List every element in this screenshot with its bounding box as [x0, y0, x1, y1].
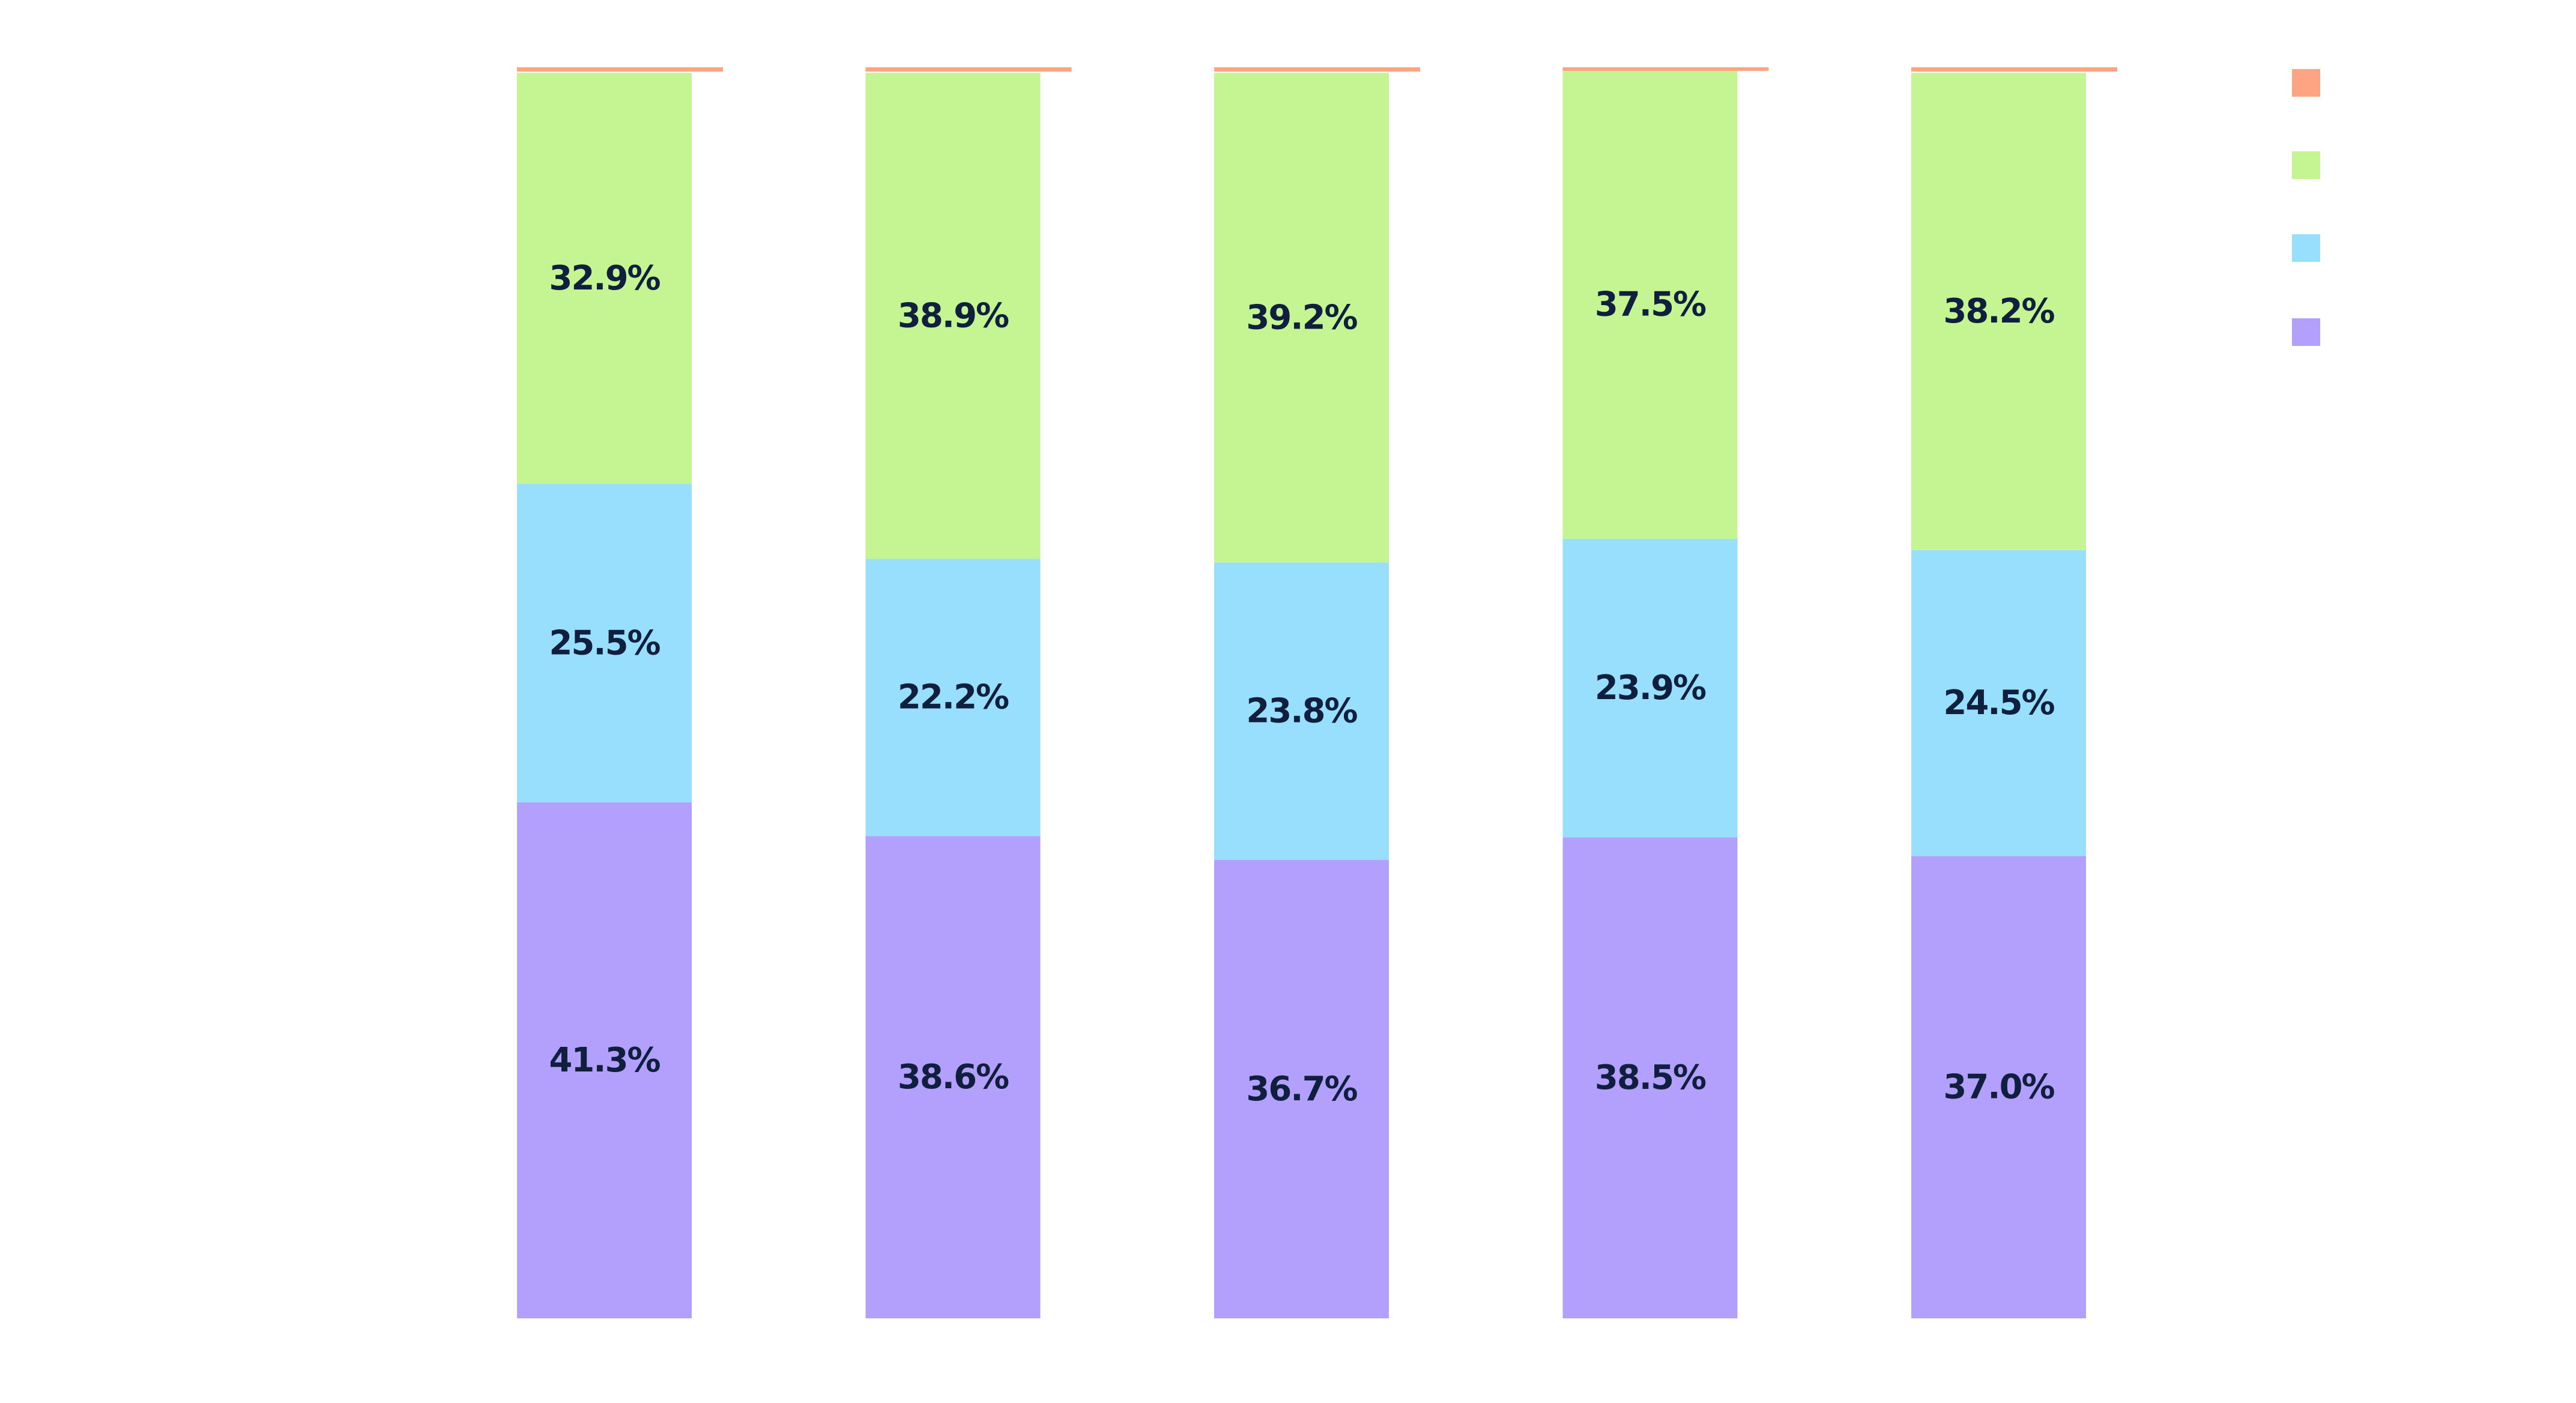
data-label: 24.5%	[1943, 683, 2054, 723]
legend	[2292, 69, 2320, 346]
bars-group	[517, 67, 2117, 1318]
bar-segment-series-1-cat-4	[1911, 550, 2086, 856]
bar-segment-series-1-cat-1	[865, 559, 1041, 837]
bar-segment-series-2-cat-1	[865, 73, 1041, 559]
bar-segment-series-0-cat-0	[517, 802, 692, 1318]
data-label: 23.9%	[1595, 668, 1706, 708]
data-label: 38.5%	[1595, 1058, 1706, 1097]
bar-segment-series-1-cat-3	[1562, 539, 1738, 838]
data-label: 41.3%	[549, 1041, 660, 1080]
data-label: 38.6%	[898, 1058, 1009, 1097]
bar-segment-series-2-cat-4	[1911, 73, 2086, 550]
bar-segment-series-3-cat-4	[1911, 67, 2117, 72]
bar-segment-series-3-cat-1	[865, 67, 1072, 72]
bar-segment-series-1-cat-0	[517, 483, 692, 802]
data-label: 37.5%	[1595, 285, 1706, 324]
bar-segment-series-0-cat-4	[1911, 856, 2086, 1318]
data-label: 39.2%	[1246, 298, 1357, 337]
bar-segment-series-3-cat-0	[517, 67, 723, 72]
bar-segment-series-3-cat-3	[1562, 67, 1769, 71]
bar-segment-series-0-cat-2	[1214, 859, 1389, 1318]
data-label: 38.9%	[898, 296, 1009, 335]
data-label: 32.9%	[549, 259, 660, 298]
data-label: 23.8%	[1246, 692, 1357, 731]
legend-swatch-series-2	[2292, 151, 2320, 179]
bar-segment-series-1-cat-2	[1214, 562, 1389, 860]
legend-swatch-series-0	[2292, 318, 2320, 346]
data-label: 36.7%	[1246, 1070, 1357, 1109]
bar-segment-series-0-cat-1	[865, 836, 1041, 1318]
legend-swatch-series-1	[2292, 234, 2320, 262]
bar-segment-series-2-cat-0	[517, 73, 692, 484]
data-label: 37.0%	[1943, 1068, 2054, 1107]
data-label: 38.2%	[1943, 292, 2054, 331]
bar-segment-series-3-cat-2	[1214, 67, 1420, 72]
data-labels-group: 41.3% 25.5% 32.9% 38.6% 22.2% 38.9% 36.7% 23.8%…	[549, 259, 2055, 1109]
bar-segment-series-0-cat-3	[1562, 837, 1738, 1318]
bar-segment-series-2-cat-2	[1214, 73, 1389, 563]
legend-swatch-series-3	[2292, 69, 2320, 97]
bar-segment-series-2-cat-3	[1562, 70, 1738, 539]
data-label: 22.2%	[898, 678, 1009, 717]
data-label: 25.5%	[549, 623, 660, 662]
